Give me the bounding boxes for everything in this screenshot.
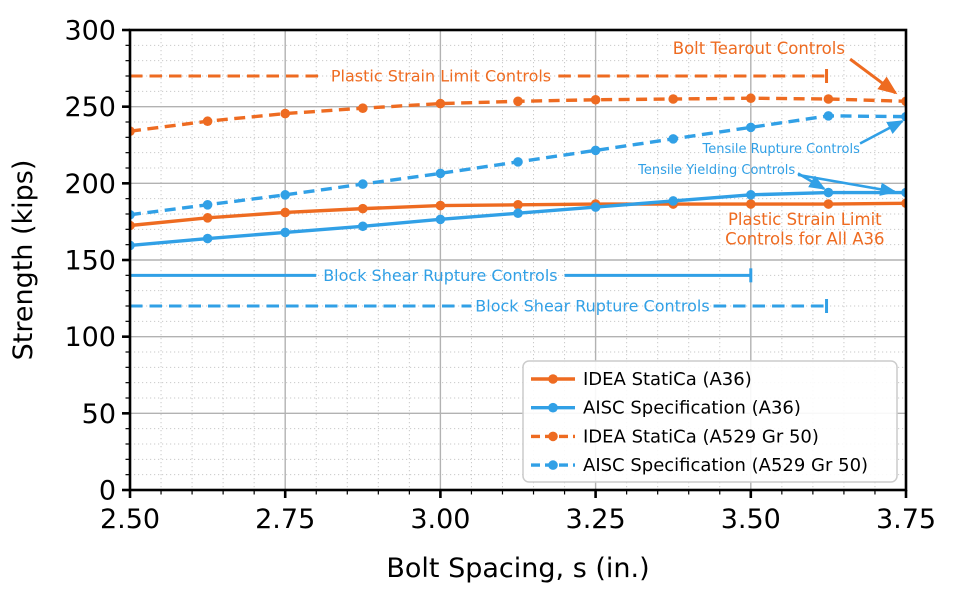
annotation-arrow	[797, 173, 897, 196]
legend-item-aisc-specification-a36: AISC Specification (A36)	[531, 398, 801, 419]
y-tick-label: 0	[99, 476, 116, 507]
annotation-arrow	[849, 57, 898, 95]
x-tick-label: 2.50	[100, 504, 160, 535]
data-point-marker	[668, 196, 678, 206]
data-point-marker	[590, 145, 601, 156]
data-point-marker	[668, 94, 678, 104]
data-point-marker	[823, 199, 834, 209]
legend-sample-marker	[548, 431, 558, 442]
legend-item-aisc-specification-a529-gr-50: AISC Specification (A529 Gr 50)	[531, 455, 868, 476]
x-tick-label: 3.25	[566, 504, 626, 535]
data-point-marker	[513, 200, 523, 210]
annotation-bolt-tearout: Bolt Tearout Controls	[673, 39, 898, 95]
annotation-text: Tensile Yielding Controls	[637, 163, 795, 178]
series-layer	[130, 93, 906, 251]
data-point-marker	[823, 187, 834, 198]
data-point-marker	[358, 221, 368, 232]
legend-label: IDEA StatiCa (A36)	[583, 369, 752, 390]
x-axis: 2.50 2.75 3.00 3.25 3.50 3.75	[100, 490, 936, 535]
x-tick-label: 2.75	[255, 504, 315, 535]
series-idea-statica-a529-gr-50	[130, 93, 906, 136]
data-point-marker	[435, 214, 446, 225]
legend-sample-marker	[548, 402, 558, 413]
data-point-marker	[280, 207, 291, 218]
data-point-marker	[435, 200, 446, 211]
grid-major	[130, 30, 906, 490]
data-point-marker	[746, 190, 756, 200]
data-point-marker	[746, 199, 756, 209]
y-tick-label: 150	[64, 246, 116, 277]
data-point-marker	[823, 111, 834, 121]
annotation-tensile-rupture: Tensile Rupture Controls	[702, 120, 905, 157]
legend-sample-marker	[548, 374, 558, 384]
reference-line-label: Block Shear Rupture Controls	[323, 266, 557, 285]
y-tick-label: 200	[64, 169, 116, 200]
annotation-arrow	[859, 120, 905, 145]
reference-line-block-shear-rupture-controls-2: Block Shear Rupture Controls	[130, 297, 829, 316]
data-point-marker	[590, 202, 601, 212]
data-point-marker	[590, 94, 601, 105]
series-aisc-specification-a529-gr-50	[130, 111, 906, 220]
legend: IDEA StatiCa (A36) AISC Specification (A3…	[522, 360, 898, 483]
annotation-text: Controls for All A36	[725, 230, 884, 249]
data-point-marker	[358, 203, 368, 214]
data-point-marker	[746, 93, 756, 104]
series-aisc-specification-a36	[130, 187, 906, 251]
data-point-marker	[435, 168, 446, 179]
data-point-marker	[823, 94, 834, 104]
reference-line-label: Plastic Strain Limit Controls	[331, 67, 551, 86]
reference-line-plastic-strain-limit-controls-0: Plastic Strain Limit Controls	[130, 67, 829, 86]
reference-line-block-shear-rupture-controls-1: Block Shear Rupture Controls	[130, 266, 753, 285]
data-point-marker	[202, 116, 213, 127]
reference-line-label: Block Shear Rupture Controls	[475, 297, 709, 316]
data-point-marker	[513, 208, 523, 219]
data-point-marker	[280, 190, 291, 200]
x-tick-label: 3.75	[876, 504, 936, 535]
legend-item-idea-statica-a529-gr-50: IDEA StatiCa (A529 Gr 50)	[531, 426, 819, 447]
data-point-marker	[435, 98, 446, 109]
annotation-text: Plastic Strain Limit	[728, 210, 882, 229]
data-point-marker	[358, 103, 368, 113]
annotation-text: Tensile Rupture Controls	[702, 142, 861, 157]
legend-box	[522, 360, 898, 483]
y-tick-label: 50	[82, 399, 116, 430]
y-axis-label: Strength (kips)	[8, 160, 39, 361]
x-tick-label: 3.50	[721, 504, 781, 535]
legend-sample-marker	[548, 460, 558, 470]
data-point-marker	[280, 108, 291, 119]
annotation-text: Bolt Tearout Controls	[673, 39, 845, 58]
y-axis: 0 50 100 150 200 250 300	[64, 16, 130, 507]
data-point-marker	[358, 179, 368, 189]
data-point-marker	[202, 200, 213, 210]
data-point-marker	[668, 134, 678, 144]
data-point-marker	[746, 122, 756, 133]
y-tick-label: 250	[64, 92, 116, 123]
x-axis-label: Bolt Spacing, s (in.)	[386, 553, 649, 584]
axes: 2.50 2.75 3.00 3.25 3.50 3.75 0 50 100 150 200 250 3…	[64, 16, 936, 536]
y-tick-label: 300	[64, 16, 116, 47]
legend-label: AISC Specification (A36)	[583, 398, 801, 419]
data-point-marker	[202, 233, 213, 244]
data-point-marker	[513, 157, 523, 167]
x-tick-label: 3.00	[410, 504, 470, 535]
y-tick-label: 100	[64, 322, 116, 353]
legend-item-idea-statica-a36: IDEA StatiCa (A36)	[531, 369, 752, 390]
legend-label: IDEA StatiCa (A529 Gr 50)	[583, 426, 819, 447]
legend-label: AISC Specification (A529 Gr 50)	[583, 455, 868, 476]
data-point-marker	[202, 213, 213, 223]
data-point-marker	[513, 96, 523, 107]
annotation-tensile-yielding: Tensile Yielding Controls	[637, 163, 897, 196]
data-point-marker	[280, 227, 291, 238]
